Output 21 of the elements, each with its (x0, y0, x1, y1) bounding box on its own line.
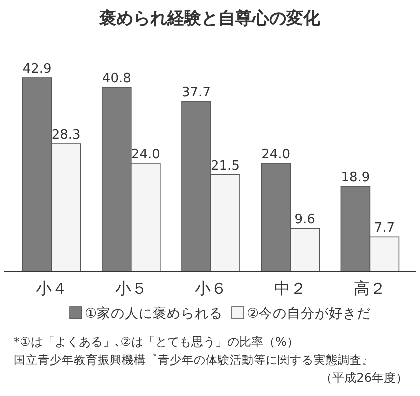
title: 褒められ経験と自尊心の変化 (100, 9, 320, 29)
label: 42.9 (22, 62, 52, 77)
text: 国立青少年教育振興機構『青少年の体験活動等に関する実態調査』 (14, 353, 374, 367)
x-tick-label: 小５ (115, 279, 148, 298)
legend-label: ②今の自分が好きだ (247, 306, 372, 322)
label: 7.7 (374, 221, 396, 236)
label: 24.0 (131, 147, 160, 162)
x-tick-label: 高２ (354, 279, 386, 298)
x-tick-label: 中２ (274, 279, 307, 298)
label: 24.0 (262, 147, 291, 162)
label: 9.6 (294, 212, 316, 228)
label: 28.3 (52, 128, 81, 144)
legend-label: ①家の人に褒められる (85, 306, 224, 322)
x-tick-label: 小４ (36, 279, 68, 298)
label: 40.8 (102, 72, 132, 86)
label: 21.5 (211, 158, 240, 174)
label: 37.7 (182, 86, 211, 101)
text: （平成26年度） (320, 371, 408, 385)
text: *①は「よくある」､②は「とても思う」の比率（%） (14, 335, 299, 349)
label: 18.9 (341, 170, 370, 186)
x-tick-label: 小６ (195, 279, 227, 298)
